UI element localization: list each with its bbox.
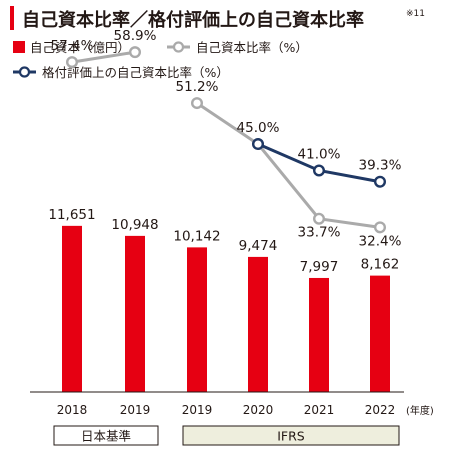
bar-equity-1 <box>125 235 145 392</box>
groups-layer: 日本基準 IFRS <box>53 425 400 446</box>
equity-ratio-point-2 <box>190 97 203 110</box>
equity-ratio-value-label-2: 51.2% <box>176 79 219 95</box>
bar-equity-4 <box>309 277 329 392</box>
x-tick-label-0: 2018 <box>57 403 88 417</box>
chart-title-note: ※11 <box>406 9 425 19</box>
group-label-0: 日本基準 <box>81 429 131 444</box>
equity-ratio-value-label-5: 32.4% <box>359 233 402 249</box>
x-tick-label-1: 2019 <box>120 403 151 417</box>
equity-ratio-value-label-3: 45.0% <box>237 120 280 136</box>
bar-value-label-0: 11,651 <box>48 207 95 223</box>
equity-ratio-line-segment-0 <box>71 50 136 64</box>
bar-value-label-1: 10,948 <box>111 217 158 233</box>
lines-layer <box>65 46 387 234</box>
bar-value-label-3: 9,474 <box>239 238 278 254</box>
x-tick-label-3: 2020 <box>243 403 274 417</box>
title-accent-bar <box>10 6 14 30</box>
legend-bar-swatch <box>13 41 25 53</box>
bars-layer <box>62 225 390 392</box>
legend: 自己資本（億円） 自己資本比率（%） 格付評価上の自己資本比率（%） <box>13 40 308 80</box>
group-box-1 <box>182 425 400 446</box>
bar-equity-0 <box>62 225 82 392</box>
equity-ratio-point-4 <box>313 212 326 225</box>
rating-ratio-point-3 <box>251 138 264 151</box>
legend-label-rating-ratio: 格付評価上の自己資本比率（%） <box>42 65 229 80</box>
labels-layer: 11,651 10,948 10,142 9,474 7,997 8,162 57.4% 58… <box>48 28 401 275</box>
bar-value-label-4: 7,997 <box>300 259 339 275</box>
bar-equity-2 <box>187 247 207 392</box>
rating-ratio-value-label-5: 39.3% <box>359 158 402 174</box>
x-tick-label-2: 2019 <box>182 403 213 417</box>
rating-ratio-value-label-4: 41.0% <box>298 146 341 162</box>
equity-ratio-value-label-0: 57.4% <box>51 38 94 54</box>
legend-marker-rating-ratio <box>18 66 31 78</box>
legend-marker-equity-ratio <box>172 41 185 53</box>
bar-value-label-2: 10,142 <box>173 228 220 244</box>
equity-ratio-point-5 <box>374 221 387 234</box>
rating-ratio-point-5 <box>374 175 387 188</box>
bar-equity-5 <box>370 275 390 392</box>
ticks-layer: 2018 2019 2019 2020 2021 2022 <box>57 403 396 417</box>
equity-ratio-point-1 <box>128 46 141 59</box>
legend-label-equity: 自己資本（億円） <box>30 40 130 55</box>
equity-ratio-value-label-4: 33.7% <box>298 225 341 241</box>
x-tick-label-4: 2021 <box>304 403 335 417</box>
bar-value-label-5: 8,162 <box>361 257 400 273</box>
chart-title: 自己資本比率／格付評価上の自己資本比率 <box>22 9 364 31</box>
group-box-0 <box>53 425 159 446</box>
bar-equity-3 <box>248 256 268 392</box>
equity-ratio-value-label-1: 58.9% <box>114 28 157 44</box>
x-axis-unit: (年度) <box>406 404 434 417</box>
x-tick-label-5: 2022 <box>365 403 396 417</box>
group-label-1: IFRS <box>277 429 305 444</box>
equity-ratio-point-0 <box>65 56 78 69</box>
legend-label-equity-ratio: 自己資本比率（%） <box>196 40 308 55</box>
rating-ratio-point-4 <box>313 164 326 177</box>
equity-ratio-line-segment-1 <box>196 101 381 229</box>
